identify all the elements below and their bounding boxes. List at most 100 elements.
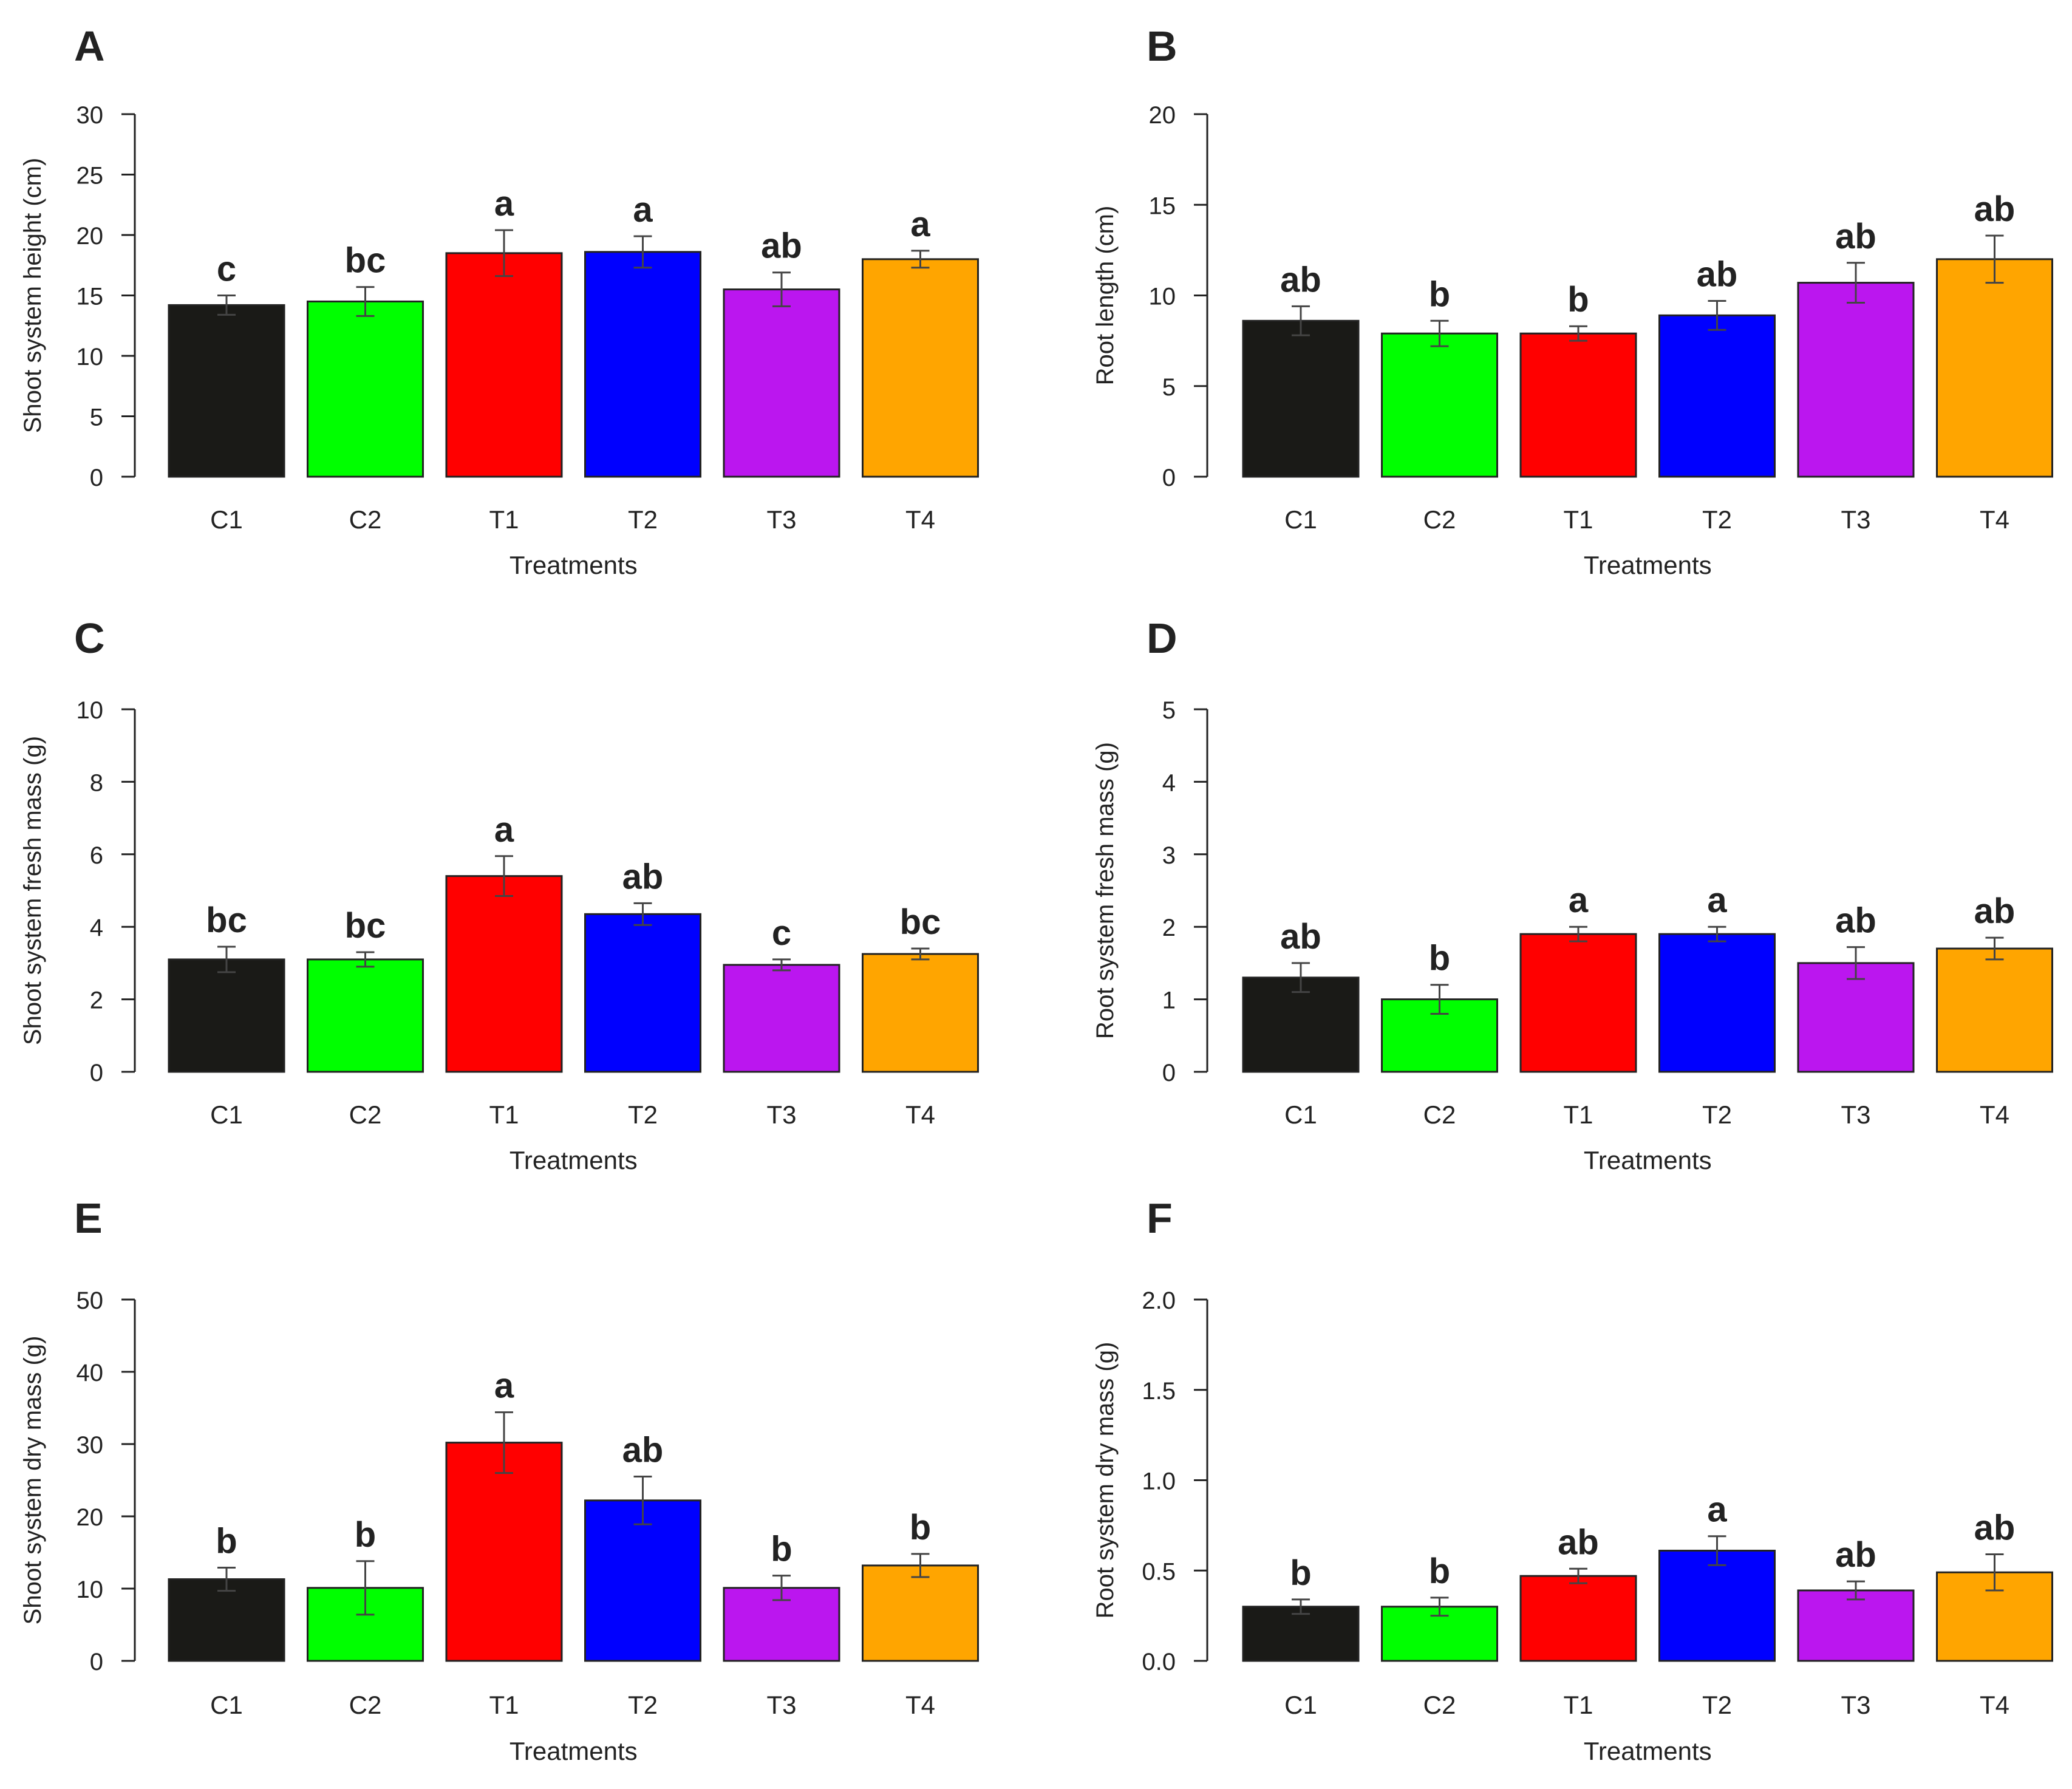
- y-tick-label: 0: [90, 1649, 103, 1675]
- y-tick-label: 10: [77, 697, 104, 724]
- bar: [168, 1578, 285, 1662]
- bar: [1519, 933, 1637, 1073]
- chart-panel-f: F 0.0 0.5 1.0 1.5 2.0 Root system dry mass (g)…: [1092, 1194, 2053, 1765]
- y-tick-label: 1.0: [1142, 1468, 1176, 1495]
- y-tick-label: 50: [77, 1287, 104, 1314]
- bar: [862, 258, 979, 478]
- y-tick-label: 0: [1162, 465, 1176, 491]
- x-tick-label: T3: [766, 1100, 796, 1129]
- bar: [1242, 976, 1360, 1073]
- y-tick-label: 8: [90, 769, 103, 796]
- significance-letter: ab: [1835, 901, 1876, 941]
- bar: [1936, 947, 2053, 1073]
- x-tick-label: T3: [1841, 505, 1870, 534]
- x-tick-label: C1: [210, 1100, 243, 1129]
- x-tick-label: C1: [1284, 505, 1317, 534]
- y-tick-label: 4: [1162, 769, 1176, 796]
- bar: [1519, 332, 1637, 478]
- x-tick-label: T3: [1841, 1100, 1870, 1129]
- x-axis-label: Treatments: [1584, 1146, 1712, 1174]
- significance-letter: ab: [1280, 917, 1321, 956]
- significance-letter: a: [494, 1366, 514, 1406]
- chart-panel-a: A 0 5 10 15 20 25 30 Shoot system height (cm) c C1…: [19, 22, 979, 579]
- y-tick-label: 20: [77, 223, 104, 250]
- significance-letter: c: [772, 913, 791, 953]
- x-tick-label: T3: [1841, 1691, 1870, 1719]
- bar: [1658, 1550, 1776, 1662]
- significance-letter: a: [633, 190, 653, 230]
- y-tick-label: 2.0: [1142, 1287, 1176, 1314]
- y-tick-label: 5: [90, 404, 103, 431]
- y-tick-label: 15: [77, 284, 104, 310]
- significance-letter: b: [1429, 274, 1450, 314]
- x-tick-label: T1: [1563, 1691, 1593, 1719]
- y-tick-label: 10: [1149, 284, 1176, 310]
- x-tick-label: C2: [349, 1691, 382, 1719]
- significance-letter: ab: [1974, 1508, 2016, 1547]
- y-tick-label: 10: [77, 344, 104, 370]
- panel-label: F: [1147, 1194, 1173, 1242]
- x-tick-label: C2: [349, 1100, 382, 1129]
- significance-letter: a: [494, 184, 514, 223]
- y-tick-label: 30: [77, 1432, 104, 1459]
- significance-letter: ab: [1835, 217, 1876, 256]
- chart-panel-d: D 0 1 2 3 4 5 Root system fresh mass (g) ab C1 b C2…: [1092, 615, 2053, 1174]
- y-tick-label: 20: [1149, 102, 1176, 129]
- x-axis-label: Treatments: [1584, 551, 1712, 579]
- significance-letter: bc: [345, 906, 386, 946]
- bar: [862, 953, 979, 1073]
- significance-letter: ab: [761, 227, 802, 266]
- significance-letter: a: [494, 810, 514, 850]
- x-axis-label: Treatments: [509, 551, 638, 579]
- significance-letter: ab: [1280, 260, 1321, 299]
- x-tick-label: T4: [905, 505, 935, 534]
- significance-letter: a: [910, 205, 930, 244]
- x-tick-label: T4: [905, 1100, 935, 1129]
- x-tick-label: T2: [1702, 505, 1732, 534]
- x-tick-label: C2: [1423, 505, 1456, 534]
- significance-letter: a: [1707, 881, 1727, 920]
- x-tick-label: T2: [628, 505, 658, 534]
- bar: [307, 958, 424, 1073]
- panel-label: E: [74, 1194, 103, 1242]
- significance-letter: bc: [900, 902, 941, 942]
- y-axis-label: Shoot system fresh mass (g): [19, 736, 46, 1045]
- bar: [307, 300, 424, 478]
- significance-letter: b: [1429, 1552, 1450, 1591]
- x-tick-label: T1: [489, 1100, 519, 1129]
- x-tick-label: C2: [349, 505, 382, 534]
- y-tick-label: 3: [1162, 842, 1176, 869]
- x-tick-label: T4: [1980, 1691, 2009, 1719]
- significance-letter: c: [217, 250, 236, 289]
- x-tick-label: T4: [1980, 505, 2009, 534]
- panel-label: A: [74, 22, 105, 70]
- x-tick-label: T2: [1702, 1100, 1732, 1129]
- y-axis-label: Root length (cm): [1092, 206, 1119, 386]
- y-axis-label: Root system fresh mass (g): [1092, 742, 1119, 1039]
- y-tick-label: 6: [90, 842, 103, 869]
- significance-letter: a: [1569, 881, 1589, 920]
- x-axis-label: Treatments: [1584, 1737, 1712, 1765]
- bar: [584, 1499, 701, 1662]
- significance-letter: b: [1429, 939, 1450, 978]
- significance-letter: bc: [345, 241, 386, 281]
- y-tick-label: 1.5: [1142, 1378, 1176, 1405]
- y-tick-label: 0: [90, 1060, 103, 1086]
- x-tick-label: T3: [766, 1691, 796, 1719]
- chart-panel-b: B 0 5 10 15 20 Root length (cm) ab C1 b C2 b T1 ab T2 a…: [1092, 22, 2053, 579]
- y-tick-label: 4: [90, 915, 103, 941]
- bar: [1658, 314, 1776, 478]
- significance-letter: a: [1707, 1490, 1727, 1530]
- significance-letter: b: [355, 1515, 376, 1555]
- x-tick-label: T3: [766, 505, 796, 534]
- y-axis-label: Root system dry mass (g): [1092, 1342, 1119, 1619]
- bar: [168, 958, 285, 1073]
- y-tick-label: 40: [77, 1360, 104, 1386]
- x-tick-label: C1: [1284, 1100, 1317, 1129]
- y-tick-label: 0: [1162, 1060, 1176, 1086]
- significance-letter: b: [1290, 1553, 1311, 1593]
- x-tick-label: T4: [1980, 1100, 2009, 1129]
- bar: [1519, 1575, 1637, 1662]
- chart-panel-c: C 0 2 4 6 8 10 Shoot system fresh mass (g) bc C1 b…: [19, 615, 979, 1174]
